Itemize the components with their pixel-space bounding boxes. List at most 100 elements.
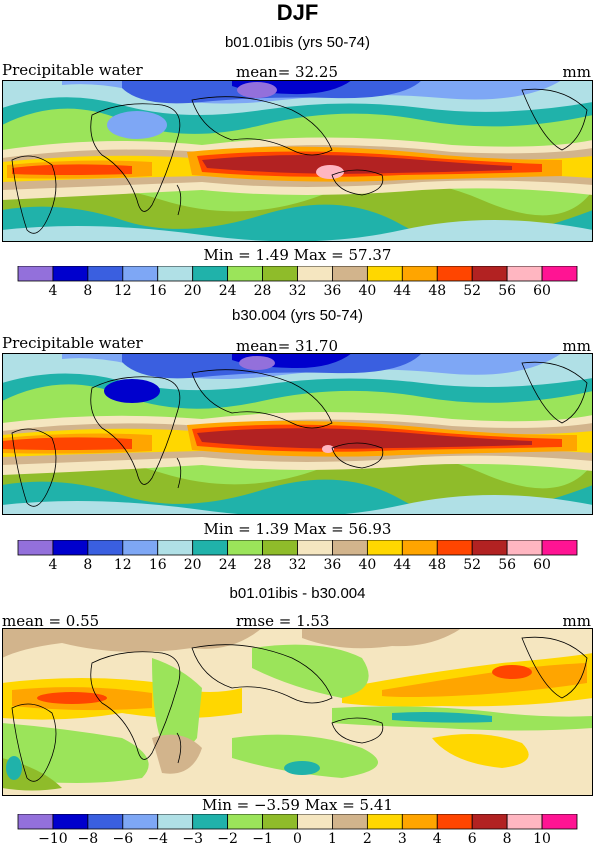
panel-2-colorbar: 4 8 12 16 20 24 28 32 36 40 44 48 52 56 60 — [0, 540, 595, 578]
colorbar-tick-label: 24 — [219, 283, 237, 299]
colorbar-swatch — [18, 540, 53, 555]
colorbar-swatch — [228, 814, 263, 829]
colorbar-swatch — [53, 266, 88, 281]
colorbar-swatch — [507, 540, 542, 555]
colorbar-tick-label: 32 — [289, 557, 307, 573]
colorbar-tick-label: 36 — [324, 283, 342, 299]
colorbar-tick-label: 3 — [398, 831, 407, 845]
colorbar-swatch — [158, 540, 193, 555]
colorbar-tick-label: 8 — [83, 557, 92, 573]
colorbar-swatch — [542, 814, 577, 829]
panel-3-colorbar: −10 −8 −6 −4 −3 −2 −1 0 1 2 3 4 6 8 10 — [0, 814, 595, 845]
colorbar-tick-label: 36 — [324, 557, 342, 573]
panel-3-map — [2, 628, 593, 796]
colorbar-tick-label: 56 — [498, 283, 516, 299]
colorbar-swatch — [193, 814, 228, 829]
colorbar-swatch — [228, 266, 263, 281]
colorbar-tick-label: 10 — [533, 831, 551, 845]
colorbar-tick-label: 52 — [463, 557, 481, 573]
panel-2-map — [2, 353, 593, 515]
colorbar-tick-label: −6 — [112, 831, 133, 845]
colorbar-swatch — [228, 540, 263, 555]
colorbar-swatch — [332, 814, 367, 829]
colorbar-swatch — [193, 266, 228, 281]
colorbar-tick-label: 8 — [503, 831, 512, 845]
colorbar-tick-label: 44 — [393, 283, 411, 299]
colorbar-swatch — [367, 814, 402, 829]
colorbar-swatch — [367, 540, 402, 555]
colorbar-swatch — [88, 266, 123, 281]
colorbar-swatch — [18, 814, 53, 829]
colorbar-tick-label: 48 — [428, 283, 446, 299]
colorbar-swatch — [437, 814, 472, 829]
colorbar-swatch — [298, 540, 333, 555]
colorbar-swatch — [123, 814, 158, 829]
colorbar-swatch — [263, 266, 298, 281]
colorbar-swatch — [542, 540, 577, 555]
panel-1-map — [2, 80, 593, 242]
colorbar-swatch — [402, 814, 437, 829]
colorbar-tick-label: 40 — [358, 557, 376, 573]
colorbar-tick-label: 1 — [328, 831, 337, 845]
colorbar-tick-label: 2 — [363, 831, 372, 845]
colorbar-tick-label: 32 — [289, 283, 307, 299]
colorbar-tick-label: −8 — [78, 831, 99, 845]
panel-1-unit-label: mm — [563, 63, 591, 81]
colorbar-swatch — [158, 266, 193, 281]
panel-3-title: b01.01ibis - b30.004 — [0, 585, 595, 602]
colorbar-tick-label: 60 — [533, 557, 551, 573]
colorbar-swatch — [472, 814, 507, 829]
colorbar-tick-label: 40 — [358, 283, 376, 299]
colorbar-swatch — [53, 540, 88, 555]
colorbar-tick-label: 12 — [114, 283, 132, 299]
colorbar-swatch — [542, 266, 577, 281]
colorbar-swatch — [123, 540, 158, 555]
colorbar-tick-label: 60 — [533, 283, 551, 299]
colorbar-tick-label: 4 — [48, 557, 57, 573]
panel-1-mean-label: mean= 32.25 — [236, 63, 338, 81]
colorbar-tick-label: 44 — [393, 557, 411, 573]
colorbar-tick-label: 8 — [83, 283, 92, 299]
panel-2-minmax: Min = 1.39 Max = 56.93 — [0, 520, 595, 538]
figure-title: DJF — [0, 0, 595, 26]
colorbar-swatch — [507, 266, 542, 281]
colorbar-swatch — [507, 814, 542, 829]
panel-2-variable-label: Precipitable water — [2, 334, 143, 352]
colorbar-tick-label: 16 — [149, 283, 167, 299]
colorbar-tick-label: 20 — [184, 283, 202, 299]
colorbar-swatch — [402, 266, 437, 281]
colorbar-swatch — [53, 814, 88, 829]
colorbar-tick-label: 6 — [468, 831, 477, 845]
colorbar-tick-label: −3 — [182, 831, 203, 845]
colorbar-tick-label: 52 — [463, 283, 481, 299]
colorbar-swatch — [472, 266, 507, 281]
panel-3-minmax: Min = −3.59 Max = 5.41 — [0, 796, 595, 814]
colorbar-tick-label: −4 — [147, 831, 168, 845]
panel-1-minmax: Min = 1.49 Max = 57.37 — [0, 246, 595, 264]
colorbar-swatch — [332, 540, 367, 555]
panel-2-title: b30.004 (yrs 50-74) — [0, 307, 595, 324]
colorbar-swatch — [437, 540, 472, 555]
panel-1-variable-label: Precipitable water — [2, 61, 143, 79]
panel-1-title: b01.01ibis (yrs 50-74) — [0, 34, 595, 51]
colorbar-swatch — [123, 266, 158, 281]
colorbar-swatch — [298, 814, 333, 829]
colorbar-swatch — [472, 540, 507, 555]
colorbar-swatch — [298, 266, 333, 281]
colorbar-tick-label: 0 — [293, 831, 302, 845]
colorbar-tick-label: −2 — [217, 831, 238, 845]
colorbar-tick-label: 28 — [254, 557, 272, 573]
colorbar-tick-label: 12 — [114, 557, 132, 573]
colorbar-swatch — [18, 266, 53, 281]
colorbar-tick-label: −10 — [38, 831, 68, 845]
colorbar-tick-label: 24 — [219, 557, 237, 573]
colorbar-tick-label: 48 — [428, 557, 446, 573]
colorbar-swatch — [367, 266, 402, 281]
colorbar-swatch — [263, 540, 298, 555]
colorbar-tick-label: 56 — [498, 557, 516, 573]
colorbar-swatch — [437, 266, 472, 281]
colorbar-swatch — [88, 814, 123, 829]
colorbar-swatch — [402, 540, 437, 555]
colorbar-tick-label: 4 — [433, 831, 442, 845]
colorbar-tick-label: 4 — [48, 283, 57, 299]
